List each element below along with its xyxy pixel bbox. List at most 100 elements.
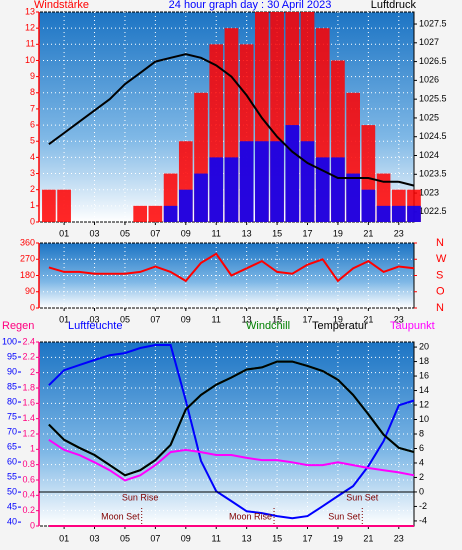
y3-tick-label: 75	[7, 411, 17, 421]
bar	[148, 205, 163, 222]
series-line	[48, 360, 415, 477]
bar	[209, 157, 224, 222]
x-tick-label: 23	[394, 314, 404, 324]
y-tick-label: 5	[30, 136, 35, 146]
y3-tick-label: 60	[7, 456, 17, 466]
y2-tick-label: 1023.5	[419, 169, 447, 179]
x-tick-label: 19	[333, 533, 343, 543]
y-tick-label: 1.8	[22, 382, 35, 392]
bar	[361, 189, 376, 222]
x-tick-label: 11	[212, 228, 221, 238]
x-tick-label: 19	[333, 314, 343, 324]
y-tick-label: 1	[30, 200, 35, 210]
x-tick-label: 15	[272, 228, 282, 238]
y3-tick-label: 95	[7, 351, 17, 361]
y3-tick-label: 55	[7, 471, 17, 481]
x-tick-label: 09	[181, 228, 191, 238]
x-tick-label: 05	[120, 314, 130, 324]
y2-tick-label: W	[436, 253, 447, 265]
x-tick-label: 13	[242, 228, 252, 238]
x-tick-label: 17	[303, 228, 313, 238]
event-label: Moon Set	[101, 511, 140, 521]
y2-tick-label: 0	[419, 486, 424, 496]
y2-axis-label: Luftdruck	[371, 0, 417, 11]
legend-entry: Luftfeuchte	[68, 320, 122, 332]
bar	[178, 189, 193, 222]
y3-tick-label: 85	[7, 381, 17, 391]
y2-tick-label: N	[436, 237, 444, 249]
y3-tick-label: 50	[7, 486, 17, 496]
y2-tick-label: 14	[419, 385, 429, 395]
x-tick-label: 17	[303, 533, 313, 543]
y-tick-label: 0.6	[22, 474, 35, 484]
bar	[376, 205, 391, 222]
x-tick-label: 21	[363, 228, 373, 238]
x-tick-label: 21	[363, 314, 373, 324]
sun-event-label: Sun Rise	[122, 492, 159, 502]
x-tick-label: 07	[150, 228, 160, 238]
x-tick-label: 03	[90, 533, 100, 543]
bar	[285, 125, 300, 222]
y-tick-label: 1	[30, 444, 35, 454]
legend-entry: Regen	[2, 320, 34, 332]
x-tick-label: 23	[394, 228, 404, 238]
y-tick-label: 2	[30, 184, 35, 194]
y-tick-label: 6	[30, 119, 35, 129]
bar	[270, 141, 284, 222]
y2-tick-label: 16	[419, 370, 429, 380]
y2-tick-label: -2	[419, 501, 427, 511]
y-tick-label: 0	[30, 520, 35, 530]
series-line	[48, 252, 415, 283]
bar	[57, 189, 71, 222]
y-tick-label: 1.6	[22, 398, 35, 408]
bar	[194, 173, 208, 222]
chart-title: 24 hour graph day : 30 April 2023	[169, 0, 332, 11]
y-tick-label: 360	[20, 237, 35, 247]
x-tick-label: 01	[59, 314, 69, 324]
bar	[42, 189, 56, 222]
x-tick-label: 09	[181, 533, 191, 543]
event-label: Sun Set	[328, 511, 361, 521]
y-tick-label: 90	[25, 286, 35, 296]
bar	[331, 157, 345, 222]
bar	[133, 205, 148, 222]
legend-entry: Taupunkt	[390, 320, 435, 332]
y2-tick-label: 10	[419, 414, 429, 424]
y3-tick-label: 70	[7, 426, 17, 436]
y3-tick-label: 100	[2, 336, 17, 346]
y-tick-label: 0	[30, 302, 35, 312]
y2-tick-label: 1026.5	[419, 56, 447, 66]
x-tick-label: 05	[120, 228, 130, 238]
y2-tick-label: 18	[419, 356, 429, 366]
y-tick-label: 0.8	[22, 459, 35, 469]
bar	[407, 205, 421, 222]
bar	[163, 205, 178, 222]
bar	[346, 173, 360, 222]
y-tick-label: 2.4	[22, 336, 35, 346]
y2-tick-label: 2	[419, 472, 424, 482]
y-tick-label: 0	[30, 216, 35, 226]
y2-tick-label: 8	[419, 428, 424, 438]
y3-tick-label: 40	[7, 516, 17, 526]
y-tick-label: 0.2	[22, 505, 35, 515]
x-tick-label: 07	[150, 314, 160, 324]
x-tick-label: 11	[212, 533, 221, 543]
x-tick-label: 05	[120, 533, 130, 543]
y2-tick-label: 12	[419, 399, 429, 409]
bar	[255, 141, 269, 222]
x-tick-label: 13	[242, 314, 252, 324]
y2-tick-label: N	[436, 302, 444, 314]
y3-tick-label: 65	[7, 441, 17, 451]
x-tick-label: 15	[272, 314, 282, 324]
x-tick-label: 11	[212, 314, 221, 324]
y2-tick-label: S	[436, 269, 443, 281]
y-tick-label: 3	[30, 168, 35, 178]
x-tick-label: 15	[272, 533, 282, 543]
y2-tick-label: 1024	[419, 150, 439, 160]
y2-tick-label: 1023	[419, 187, 439, 197]
legend-entry: Windchill	[246, 320, 290, 332]
x-tick-label: 07	[150, 533, 160, 543]
x-tick-label: 01	[59, 533, 69, 543]
y-tick-label: 1.4	[22, 413, 35, 423]
